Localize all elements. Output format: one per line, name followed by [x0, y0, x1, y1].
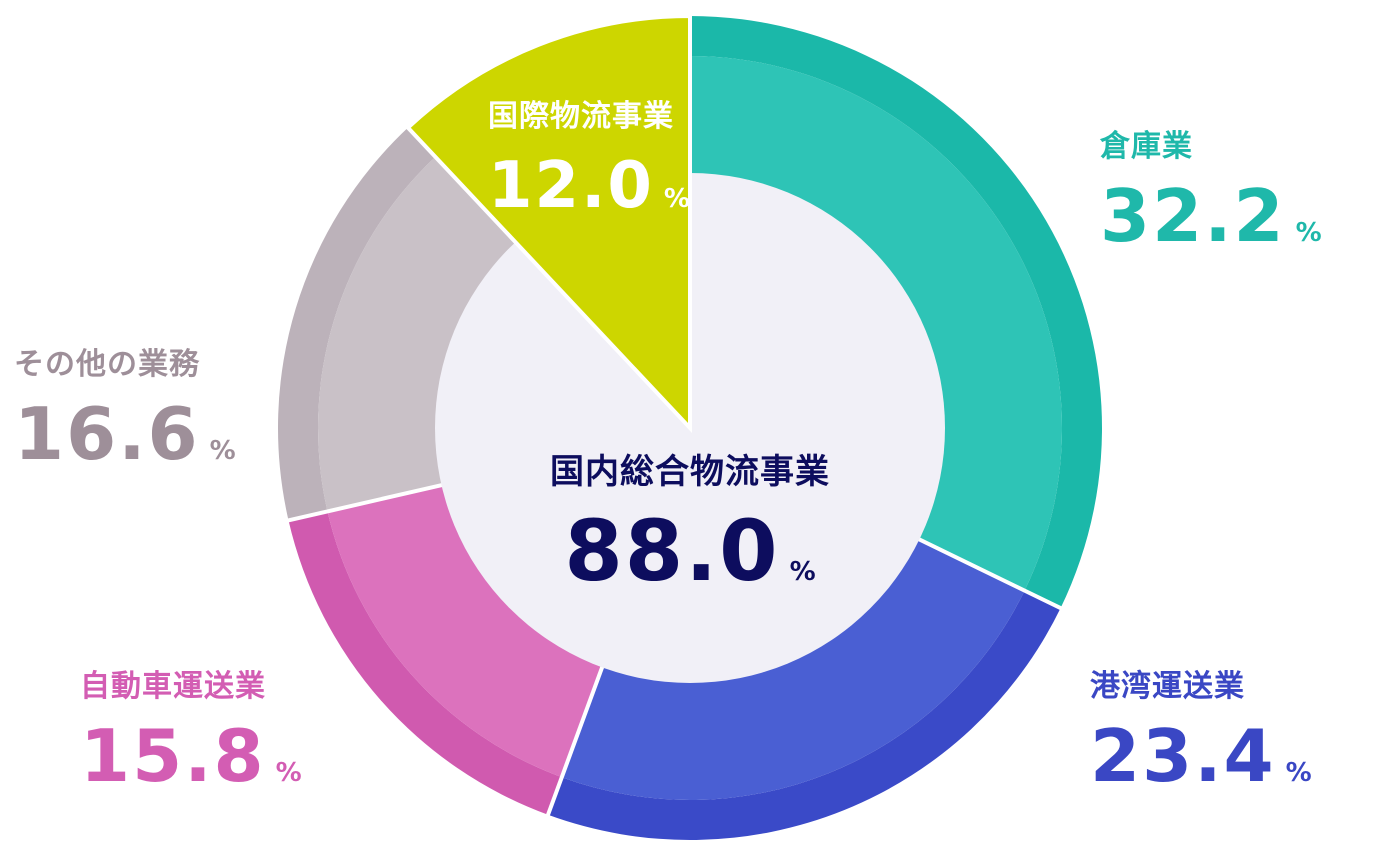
label-international-name: 国際物流事業 [488, 99, 674, 134]
label-truck-unit: % [275, 758, 302, 788]
label-truck: 自動車運送業 15.8% [80, 669, 302, 793]
slice-port-outer-band [548, 590, 1061, 840]
slice-other-outer-band [278, 127, 436, 521]
label-truck-value: 15.8 [80, 714, 266, 798]
center-name: 国内総合物流事業 [550, 452, 830, 492]
label-international-value: 12.0 [488, 149, 654, 223]
slice-truck-outer-band [288, 511, 562, 815]
label-other: その他の業務 16.6% [14, 347, 236, 471]
label-other-unit: % [209, 436, 236, 466]
slice-warehouse-outer-band [690, 16, 1102, 609]
label-international: 国際物流事業 12.0% [488, 99, 690, 219]
label-port-unit: % [1285, 758, 1312, 788]
label-warehouse-name: 倉庫業 [1100, 129, 1193, 164]
label-warehouse-unit: % [1295, 218, 1322, 248]
slice-international [405, 13, 692, 434]
center-unit: % [789, 557, 816, 587]
slice-truck-separator [545, 657, 608, 818]
label-international-unit: % [663, 184, 690, 214]
label-warehouse-value: 32.2 [1100, 174, 1286, 258]
slice-warehouse [690, 56, 1062, 591]
slice-truck [327, 482, 606, 778]
label-truck-name: 自動車運送業 [80, 669, 266, 704]
label-port-name: 港湾運送業 [1090, 669, 1245, 704]
label-warehouse: 倉庫業 32.2% [1100, 129, 1322, 253]
slices-layer [278, 14, 1102, 840]
label-port-value: 23.4 [1090, 714, 1276, 798]
label-center: 国内総合物流事業 88.0% [490, 455, 890, 593]
wedge-layer [405, 13, 692, 434]
slice-other [318, 156, 523, 512]
slice-other-separator [286, 480, 452, 523]
label-other-name: その他の業務 [14, 347, 200, 382]
center-value: 88.0 [564, 502, 780, 600]
label-port: 港湾運送業 23.4% [1090, 669, 1312, 793]
slice-port-separator [909, 533, 1064, 611]
slice-port [561, 535, 1025, 800]
label-other-value: 16.6 [14, 392, 200, 476]
